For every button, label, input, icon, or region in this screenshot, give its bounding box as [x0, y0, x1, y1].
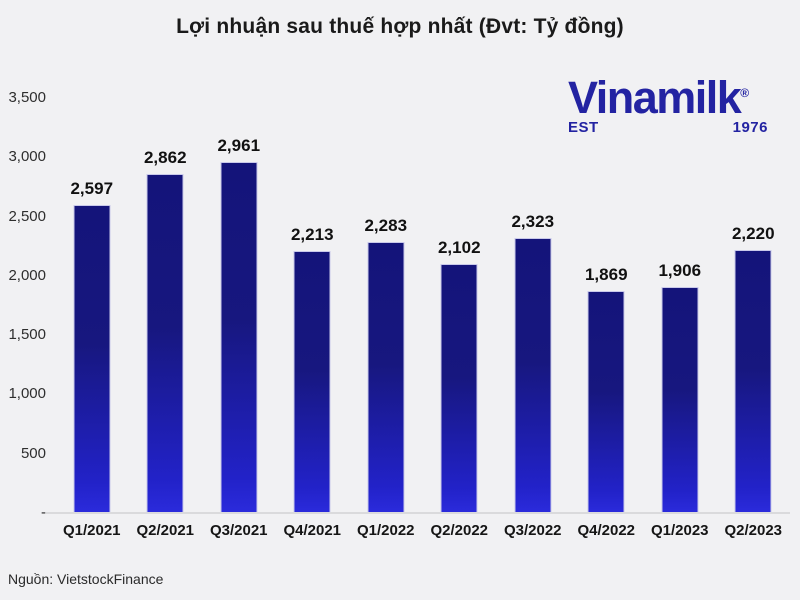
bar-slot: 1,869 Q4/2022	[570, 98, 644, 539]
bar-value-label: 2,102	[437, 237, 481, 257]
bar-slot: 2,961 Q3/2021	[202, 98, 276, 539]
x-axis-label: Q1/2023	[650, 522, 709, 539]
bar-value-label: 2,961	[217, 135, 261, 155]
bar-slot: 2,102 Q2/2022	[423, 98, 497, 539]
x-axis-label: Q3/2021	[209, 522, 268, 539]
logo-subline: EST 1976	[568, 119, 768, 136]
bar-slot: 2,283 Q1/2022	[349, 98, 423, 539]
bar	[514, 237, 552, 513]
x-axis-baseline	[46, 512, 790, 514]
bar-slot: 2,213 Q4/2021	[276, 98, 350, 539]
bar	[440, 263, 478, 513]
plot-area: 2,597 Q1/2021 2,862 Q2/2021 2,961 Q3/2021 2,21…	[55, 98, 791, 539]
bar-slot: 2,862 Q2/2021	[129, 98, 203, 539]
y-axis-tick-label: 2,000	[8, 266, 46, 284]
vinamilk-logo: Vinamilk® EST 1976	[568, 74, 768, 136]
y-axis-tick-label: 1,000	[8, 385, 46, 403]
logo-est: EST	[568, 119, 599, 137]
bar-value-label: 2,213	[290, 224, 334, 244]
bar-value-label: 2,220	[731, 223, 775, 243]
chart-title: Lợi nhuận sau thuế hợp nhất (Đvt: Tỷ đồn…	[176, 15, 624, 38]
bar-value-label: 2,597	[70, 179, 114, 199]
bar-value-label: 2,862	[143, 147, 187, 167]
bar-value-label: 2,283	[364, 216, 408, 236]
bar	[587, 291, 625, 513]
bar	[293, 250, 331, 513]
y-axis: - 500 1,000 1,500 2,000 2,500 3,000 3,500	[0, 89, 46, 521]
bar	[73, 205, 111, 513]
bar	[661, 287, 699, 513]
y-axis-tick-label: 1,500	[8, 326, 46, 344]
registered-trademark-icon: ®	[740, 86, 750, 100]
x-axis-label: Q1/2022	[356, 522, 415, 539]
bar-value-label: 1,869	[584, 265, 628, 285]
y-axis-tick-label: 3,500	[8, 89, 46, 106]
bar-slot: 1,906 Q1/2023	[643, 98, 717, 539]
y-axis-tick-label: 500	[20, 444, 46, 462]
bar	[367, 242, 405, 513]
x-axis-label: Q2/2022	[430, 522, 489, 539]
bar-value-label: 2,323	[511, 211, 555, 231]
x-axis-label: Q2/2023	[724, 522, 783, 539]
source-note: Nguồn: VietstockFinance	[8, 571, 164, 587]
x-axis-label: Q4/2021	[283, 522, 342, 539]
vinamilk-wordmark: Vinamilk®	[568, 74, 768, 121]
y-axis-tick-label: 3,000	[8, 148, 46, 166]
logo-year: 1976	[732, 119, 768, 137]
brand-text: Vinamilk	[568, 72, 742, 123]
bar	[220, 161, 258, 513]
x-axis-label: Q4/2022	[577, 522, 636, 539]
bar-slot: 2,323 Q3/2022	[496, 98, 570, 539]
bar	[734, 249, 772, 513]
x-axis-label: Q3/2022	[503, 522, 562, 539]
x-axis-label: Q2/2021	[136, 522, 195, 539]
y-axis-tick-label: -	[41, 504, 46, 521]
y-axis-tick-label: 2,500	[8, 207, 46, 225]
x-axis-label: Q1/2021	[62, 522, 121, 539]
bar	[146, 173, 184, 513]
bar-slot: 2,220 Q2/2023	[717, 98, 791, 539]
bar-value-label: 1,906	[658, 261, 702, 281]
bar-slot: 2,597 Q1/2021	[55, 98, 129, 539]
